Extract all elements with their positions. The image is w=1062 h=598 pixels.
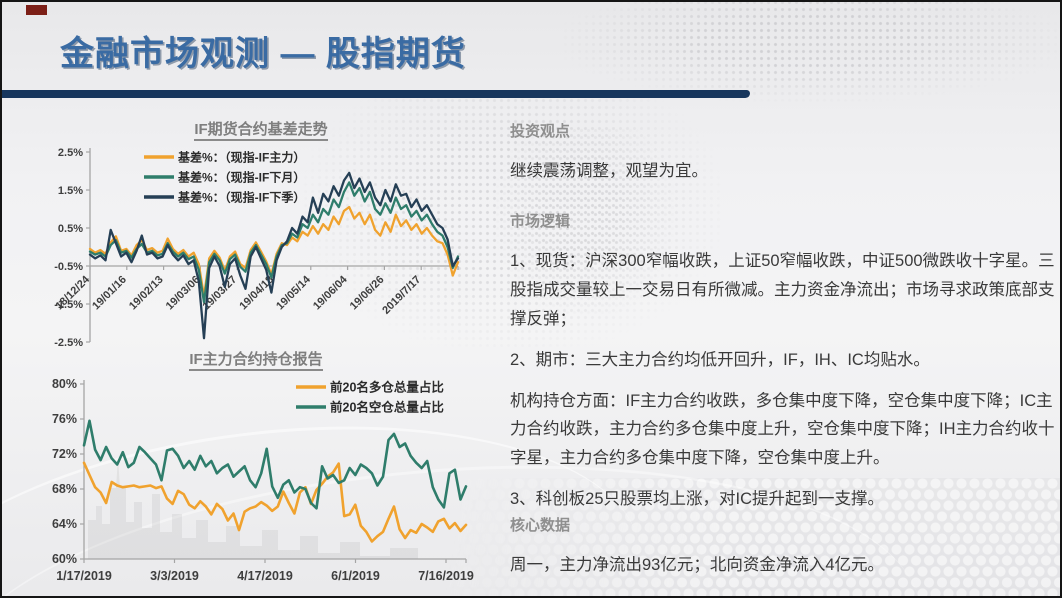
x-tick-label: 19/05/14 [274, 273, 313, 312]
section-heading: 市场逻辑 [510, 213, 571, 230]
y-tick-label: 80% [52, 377, 77, 391]
section-body: 周一，主力净流出93亿元；北向资金净流入4亿元。 [510, 556, 885, 574]
logic-paragraph-3: 机构持仓方面：IF主力合约收跌，多仓集中度下降，空仓集中度下降；IC主力合约收跌… [510, 391, 1055, 468]
skyline-watermark [88, 458, 418, 559]
legend-label: 基差%：（现指-IF下月） [177, 170, 305, 185]
section-core-data: 核心数据 周一，主力净流出93亿元；北向资金净流入4亿元。 [510, 514, 1058, 592]
section-body: 继续震荡调整，观望为宜。 [510, 162, 708, 180]
honeycomb-texture [422, 478, 1060, 596]
x-tick-label: 4/17/2019 [237, 569, 293, 583]
x-tick-label: 6/1/2019 [331, 569, 380, 583]
x-tick-label: 19/01/16 [90, 274, 129, 313]
x-tick-label: 2019/7/17 [380, 274, 423, 317]
y-tick-label: 68% [52, 482, 77, 496]
x-tick-label: 19/04/18 [237, 274, 276, 313]
y-tick-label: -0.5% [54, 261, 83, 273]
y-tick-label: 64% [52, 517, 77, 531]
y-tick-label: 60% [52, 552, 77, 566]
red-accent-mark [26, 5, 47, 15]
legend-label: 基差%：（现指-IF主力） [177, 150, 305, 165]
series-line-0 [82, 461, 468, 543]
logic-paragraph-4: 3、科创板25只股票均上涨，对IC提升起到一支撑。 [510, 490, 885, 509]
section-heading: 核心数据 [510, 517, 571, 534]
series-line-1 [88, 181, 460, 304]
y-tick-label: 2.5% [58, 147, 83, 159]
holdings-chart-section: IF主力合约持仓报告 80% 76% 72% 68% 64% 60% 1/17/2019 3/… [30, 348, 482, 596]
legend-label: 基差%：（现指-IF下季） [177, 190, 305, 205]
y-tick-label: -2.5% [54, 337, 83, 349]
series-line-1 [82, 419, 468, 510]
legend-label: 前20名多仓总量占比 [330, 380, 444, 395]
world-map-dots-texture [562, 2, 1060, 102]
y-tick-label: 0.5% [58, 223, 83, 235]
x-tick-label: 7/16/2019 [418, 569, 474, 583]
section-heading: 投资观点 [510, 123, 571, 140]
x-tick-label: 19/03/06 [164, 274, 203, 313]
holdings-chart: 80% 76% 72% 68% 64% 60% 1/17/2019 3/3/2019 4/17/… [52, 377, 474, 583]
logic-paragraph-1: 1、现货：沪深300窄幅收跌，上证50窄幅收跌，中证500微跌收十字星。三股指成… [510, 252, 1055, 328]
section-market-logic: 市场逻辑 1、现货：沪深300窄幅收跌，上证50窄幅收跌，中证500微跌收十字星… [510, 210, 1058, 526]
logic-paragraph-2: 2、期市：三大主力合约均低开回升，IF，IH、IC均贴水。 [510, 350, 930, 369]
basis-chart: 2.5%1.5%0.5%-0.5%-1.5%-2.5%18/12/2419/01… [53, 147, 460, 349]
series-line-2 [88, 171, 460, 340]
y-tick-label: 1.5% [58, 185, 83, 197]
world-map-dots-texture [494, 127, 674, 317]
y-tick-label: 76% [52, 412, 77, 426]
x-tick-label: 19/02/13 [127, 274, 166, 313]
x-tick-label: 1/17/2019 [56, 569, 112, 583]
holdings-chart-title: IF主力合约持仓报告 [30, 348, 482, 371]
basis-chart-section: IF期货合约基差走势 2.5% 1.5% 0.5% -0.5% -1.5% -2.5% 18… [40, 118, 482, 356]
y-tick-label: 72% [52, 447, 77, 461]
page-title: 金融市场观测 — 股指期货 [60, 35, 466, 73]
basis-chart-title: IF期货合约基差走势 [40, 118, 482, 141]
title-divider [2, 90, 750, 98]
section-investment-view: 投资观点 继续震荡调整，观望为宜。 [510, 120, 1058, 198]
x-tick-label: 19/06/04 [311, 273, 350, 312]
y-tick-label: -1.5% [54, 299, 83, 311]
legend-label: 前20名空仓总量占比 [330, 400, 444, 415]
x-tick-label: 3/3/2019 [150, 569, 199, 583]
